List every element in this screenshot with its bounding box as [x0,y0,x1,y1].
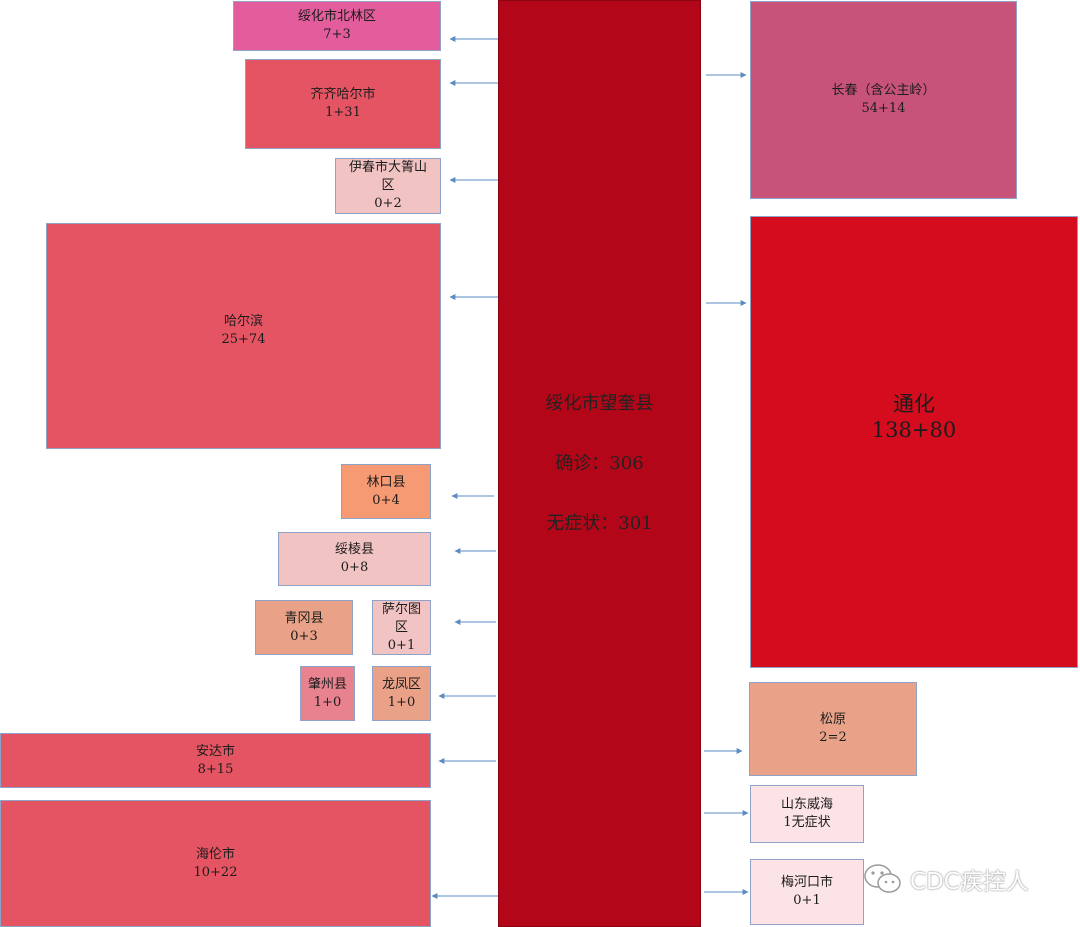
node-saertu-name-2: 区 [394,619,408,635]
node-songyuan-name: 松原 [819,712,846,727]
node-weihai: 山东威海 1无症状 [750,785,864,843]
node-harbin-name: 哈尔滨 [223,314,263,329]
node-yichun-name-2: 区 [381,178,395,193]
node-changchun-name: 长春（含公主岭） [831,83,936,98]
node-qinggang: 青冈县 0+3 [255,600,353,655]
node-yichun-value: 0+2 [374,196,402,211]
node-qinggang-value: 0+3 [290,628,318,644]
node-hailun-name: 海伦市 [195,846,235,862]
node-zhaozhou-name: 肇州县 [307,676,347,692]
node-beilin-name: 绥化市北林区 [297,9,376,24]
center-confirmed: 确诊：306 [555,452,644,474]
node-longfeng-value: 1+0 [387,694,416,710]
node-suiling: 绥棱县 0+8 [278,532,431,586]
node-songyuan-value: 2=2 [819,730,847,745]
node-linkou: 林口县 0+4 [341,464,431,519]
node-harbin: 哈尔滨 25+74 [46,223,441,449]
node-hailun-value: 10+22 [193,864,238,880]
center-asymptomatic: 无症状：301 [546,512,653,534]
node-yichun: 伊春市大箐山 区 0+2 [335,158,441,214]
node-anda-name: 安达市 [195,743,235,759]
node-songyuan: 松原 2=2 [749,682,917,776]
node-changchun-value: 54+14 [861,101,906,116]
node-weihai-name: 山东威海 [780,797,833,812]
node-meihekou-value: 0+1 [793,893,821,908]
node-tonghua-value: 138+80 [871,418,957,442]
node-longfeng: 龙凤区 1+0 [372,666,431,721]
node-meihekou-name: 梅河口市 [780,875,833,890]
node-anda-value: 8+15 [197,761,234,777]
node-longfeng-name: 龙凤区 [381,676,421,692]
watermark-text: CDC疾控人 [910,869,1029,895]
node-changchun: 长春（含公主岭） 54+14 [750,1,1017,199]
node-tonghua-name: 通化 [893,392,935,416]
node-harbin-value: 25+74 [221,332,266,347]
node-saertu-value: 0+1 [387,637,416,653]
node-tonghua: 通化 138+80 [750,216,1078,668]
node-hailun: 海伦市 10+22 [0,800,431,927]
node-qiqihar-value: 1+31 [325,105,361,120]
node-zhaozhou-value: 1+0 [313,694,342,710]
node-yichun-name-1: 伊春市大箐山 [348,160,427,175]
node-anda: 安达市 8+15 [0,733,431,788]
node-qiqihar: 齐齐哈尔市 1+31 [245,59,441,149]
node-weihai-value: 1无症状 [783,815,831,830]
node-linkou-name: 林口县 [366,474,406,490]
node-suiling-value: 0+8 [340,560,369,575]
node-beilin: 绥化市北林区 7+3 [233,1,441,51]
node-zhaozhou: 肇州县 1+0 [300,666,355,721]
watermark: CDC疾控人 [862,862,1029,896]
node-beilin-value: 7+3 [323,27,351,42]
node-suiling-name: 绥棱县 [334,542,374,557]
node-linkou-value: 0+4 [372,492,400,508]
center-node-wangkui: 绥化市望奎县 确诊：306 无症状：301 [498,0,701,927]
node-qinggang-name: 青冈县 [284,610,324,626]
node-qiqihar-name: 齐齐哈尔市 [310,87,376,102]
node-saertu-name-1: 萨尔图 [381,601,421,617]
node-saertu: 萨尔图 区 0+1 [372,600,431,655]
node-meihekou: 梅河口市 0+1 [750,859,864,925]
wechat-icon [864,864,901,893]
center-title: 绥化市望奎县 [545,392,654,414]
